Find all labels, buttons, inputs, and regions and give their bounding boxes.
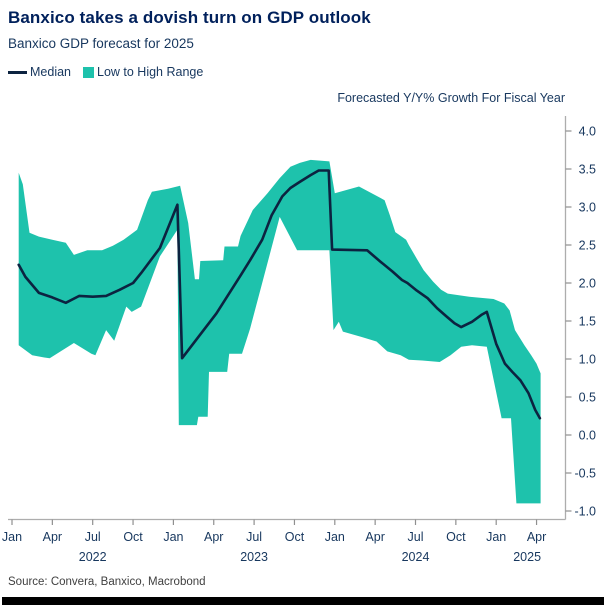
year-label: 2024	[402, 550, 430, 564]
x-tick-label: Jul	[246, 530, 262, 544]
year-label: 2025	[513, 550, 541, 564]
x-tick-label: Jan	[325, 530, 345, 544]
y-tick-label: 3.5	[579, 163, 596, 177]
chart-legend: Median Low to High Range	[8, 65, 203, 79]
median-line-swatch-icon	[8, 70, 27, 74]
y-tick-label: 0.0	[579, 429, 596, 443]
y-tick-label: -1.0	[574, 505, 596, 519]
low-high-range-band	[18, 159, 541, 504]
x-tick-label: Apr	[43, 530, 62, 544]
y-tick-label: -0.5	[574, 467, 596, 481]
x-tick-label: Apr	[527, 530, 546, 544]
y-tick-label: 2.5	[579, 239, 596, 253]
x-tick-label: Jul	[408, 530, 424, 544]
y-tick-label: 4.0	[579, 125, 596, 139]
x-tick-label: Jan	[486, 530, 506, 544]
x-tick-label: Apr	[365, 530, 384, 544]
footer-bar	[2, 597, 604, 605]
y-tick-label: 1.5	[579, 315, 596, 329]
legend-item-range: Low to High Range	[83, 65, 203, 79]
legend-range-label: Low to High Range	[97, 65, 204, 79]
page-title: Banxico takes a dovish turn on GDP outlo…	[8, 8, 371, 27]
x-tick-label: Jan	[163, 530, 183, 544]
y-tick-label: 0.5	[579, 391, 596, 405]
x-tick-label: Jul	[85, 530, 101, 544]
legend-median-label: Median	[30, 65, 71, 79]
x-tick-label: Oct	[446, 530, 466, 544]
x-tick-label: Apr	[204, 530, 223, 544]
y-tick-label: 3.0	[579, 201, 596, 215]
y-tick-label: 2.0	[579, 277, 596, 291]
year-label: 2022	[79, 550, 107, 564]
year-label: 2023	[240, 550, 268, 564]
median-line	[17, 169, 542, 420]
x-tick-label: Jan	[2, 530, 22, 544]
y-tick-label: 1.0	[579, 353, 596, 367]
x-tick-label: Oct	[123, 530, 143, 544]
legend-item-median: Median	[8, 65, 71, 79]
range-square-swatch-icon	[83, 66, 94, 78]
page-subtitle: Banxico GDP forecast for 2025	[8, 36, 194, 51]
source-attribution: Source: Convera, Banxico, Macrobond	[8, 576, 206, 588]
y-axis-title: Forecasted Y/Y% Growth For Fiscal Year	[337, 91, 565, 105]
x-tick-label: Oct	[285, 530, 305, 544]
